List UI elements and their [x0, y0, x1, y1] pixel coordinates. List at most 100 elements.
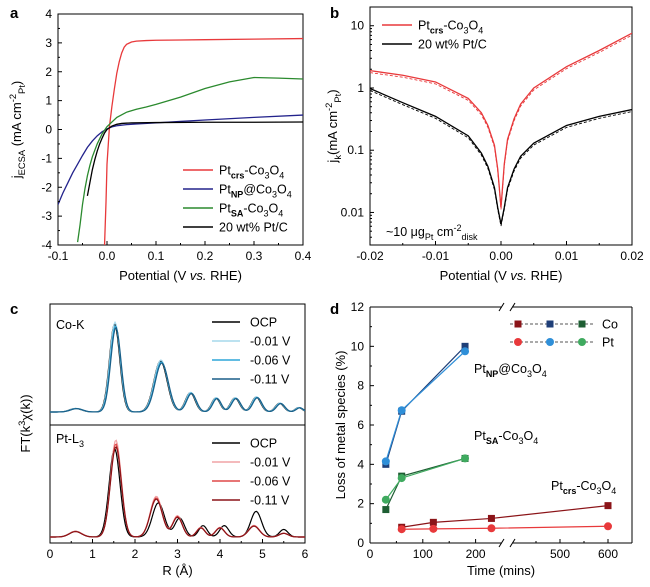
panel-b: -0.02 -0.01 0.00 0.01 0.02 0.01 0.1 1 10 b Potenti…	[324, 5, 644, 283]
text-part: 3	[596, 486, 601, 496]
y-tick-label: 8	[357, 379, 364, 393]
y-axis-title: jECSA (mA cm-2Pt)	[8, 81, 27, 180]
axis-break-mark	[509, 302, 516, 312]
axis-break-mark	[498, 538, 505, 548]
series-line	[76, 76, 303, 243]
series-line	[385, 350, 466, 462]
text-part: Pt	[333, 93, 343, 102]
text-part: Pt-L	[56, 432, 79, 446]
text-part: -2	[454, 223, 462, 233]
legend-label: Ptcrs-Co3O4	[418, 19, 483, 36]
legend-label: OCP	[250, 316, 277, 330]
text-part: O	[524, 429, 534, 443]
group-label: Pt-L3	[56, 432, 84, 449]
data-point-square	[461, 342, 469, 350]
legend-label: 20 wt% Pt/C	[219, 221, 288, 235]
exafs-curve	[50, 446, 305, 538]
text-part: -2	[8, 94, 18, 102]
x-tick-label: 5	[259, 547, 266, 561]
legend-label: -0.06 V	[250, 475, 291, 489]
x-tick-label: 0.2	[197, 249, 214, 263]
series-fit-line	[370, 90, 632, 227]
legend-label: 20 wt% Pt/C	[418, 38, 487, 52]
data-point-circle	[381, 457, 390, 466]
text-part: -2	[324, 103, 334, 111]
text-part: ECSA	[17, 149, 27, 175]
legend-label: -0.11 V	[250, 373, 290, 387]
text-part: O	[270, 164, 280, 178]
text-part: disk	[462, 232, 479, 242]
text-part: cm	[433, 225, 453, 239]
x-tick-label: 500	[550, 547, 570, 561]
text-part: 3	[17, 421, 27, 426]
series-line	[385, 345, 466, 465]
text-part: -Co	[576, 479, 596, 493]
text-part: ~10 μg	[386, 225, 425, 239]
text-part: 4	[287, 190, 292, 200]
series-line	[401, 505, 609, 528]
data-point-circle	[487, 524, 496, 533]
text-part: 20 wt% Pt/C	[219, 221, 288, 235]
y-axis-title: Loss of metal species (%)	[333, 351, 348, 500]
series-line	[370, 32, 632, 208]
panel-label: b	[330, 5, 339, 22]
panel-a: -0.1 0.0 0.1 0.2 0.3 0.4-4-3-2-101234aPotenti…	[8, 5, 312, 283]
text-part: -Co	[498, 429, 518, 443]
data-point-circle	[461, 454, 470, 463]
x-tick-label: 0.3	[246, 249, 263, 263]
text-part: -Co	[244, 164, 264, 178]
text-part: 3	[463, 26, 468, 36]
text-part: (mA cm	[9, 102, 24, 150]
x-tick-label: 100	[413, 547, 433, 561]
legend-marker-circle	[546, 338, 554, 346]
series-line	[401, 525, 609, 530]
x-tick-label: -0.01	[422, 249, 450, 263]
data-point-circle	[381, 495, 390, 504]
x-tick-label: -0.1	[48, 249, 69, 263]
x-tick-label: 0	[367, 547, 374, 561]
axis-break-mark	[498, 302, 505, 312]
text-part: 3	[518, 436, 523, 446]
text-part: vs.	[510, 268, 527, 283]
text-part: SA	[231, 209, 244, 219]
text-part: 3	[264, 171, 269, 181]
series-annotation: PtSA-Co3O4	[474, 429, 538, 446]
x-tick-label: 0.02	[620, 249, 644, 263]
text-part: SA	[486, 436, 499, 446]
text-part: 4	[478, 26, 483, 36]
y-axis-title: FT(k3χ(k))	[17, 394, 33, 452]
y-tick-label: -1	[41, 151, 52, 165]
data-point-circle	[397, 474, 406, 483]
data-point-circle	[604, 522, 612, 531]
x-axis-title: Potential (V vs. RHE)	[440, 268, 563, 283]
legend-marker-circle	[514, 338, 522, 346]
data-point-square	[429, 518, 437, 526]
data-point-circle	[429, 524, 438, 533]
data-point-square	[604, 502, 612, 510]
text-part: j	[9, 175, 24, 179]
y-tick-label: 1	[45, 94, 52, 108]
text-part: @Co	[498, 362, 527, 376]
text-part: Pt	[474, 362, 486, 376]
y-tick-label: 12	[351, 300, 365, 314]
panel-label: c	[10, 301, 18, 318]
x-tick-label: 0.1	[148, 249, 165, 263]
y-tick-label: 4	[45, 7, 52, 21]
x-tick-label: -0.02	[356, 249, 384, 263]
text-part: j	[325, 160, 340, 164]
x-tick-label: 0.00	[489, 249, 513, 263]
y-tick-label: -3	[41, 209, 52, 223]
text-part: crs	[563, 486, 577, 496]
x-axis-title: Time (mins)	[467, 563, 535, 578]
text-part: crs	[430, 26, 444, 36]
legend-label: OCP	[250, 437, 277, 451]
text-part: 3	[263, 209, 268, 219]
text-part: Pt	[425, 232, 434, 242]
text-part: O	[269, 202, 279, 216]
y-axis-title: jk(mA cm-2Pt)	[324, 89, 343, 163]
y-tick-label: 6	[357, 418, 364, 432]
x-tick-label: 0	[47, 547, 54, 561]
axis-break-mark	[509, 538, 516, 548]
text-part: 4	[542, 369, 547, 379]
panel-d: 0 2 4 6 8 10 12 0 100 200 500 600 d Time (mins) Loss o…	[330, 300, 633, 578]
